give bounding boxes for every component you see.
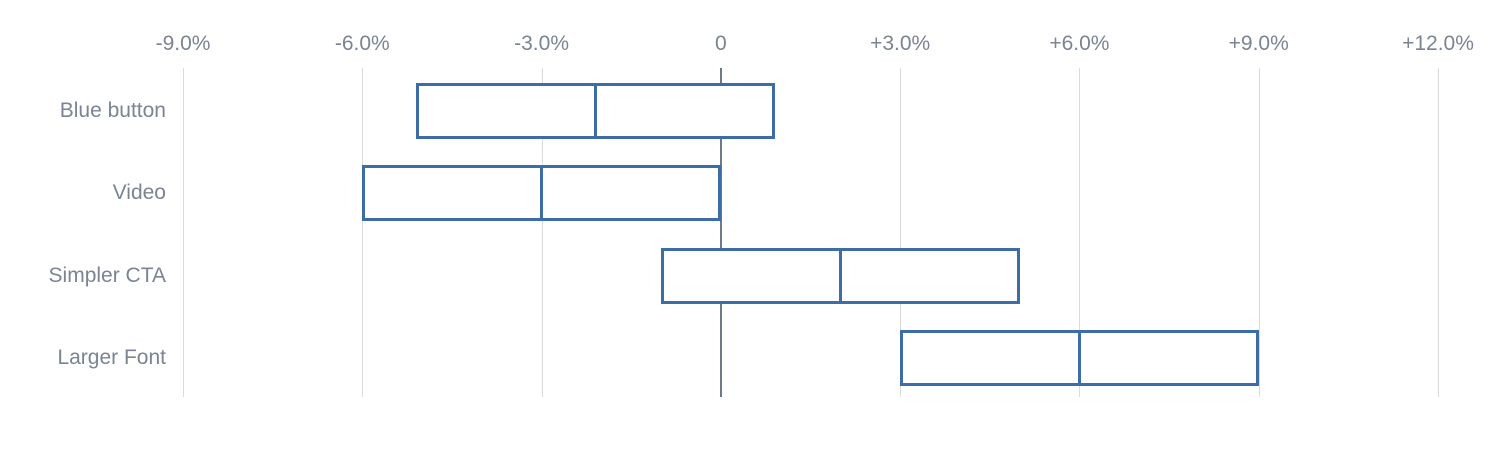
- x-tick-label: +3.0%: [870, 32, 931, 55]
- x-tick-label: 0: [715, 32, 727, 55]
- median-line: [838, 247, 842, 304]
- gridline: [1438, 68, 1439, 397]
- x-tick-label: -9.0%: [155, 32, 211, 55]
- gridline: [541, 68, 543, 397]
- gridline: [900, 68, 902, 397]
- median-line: [1077, 329, 1081, 386]
- zero-axis-line: [719, 68, 722, 397]
- x-tick-label: +12.0%: [1402, 32, 1474, 55]
- category-label: Blue button: [59, 99, 166, 122]
- gridline: [1079, 68, 1081, 397]
- median-line: [540, 165, 544, 222]
- category-label: Larger Font: [57, 345, 166, 369]
- x-tick-label: +6.0%: [1049, 32, 1110, 55]
- x-tick-label: -6.0%: [334, 32, 390, 55]
- gridline: [362, 68, 364, 397]
- gridline: [1258, 68, 1260, 397]
- category-label: Simpler CTA: [48, 263, 166, 287]
- category-label: Video: [112, 181, 166, 205]
- x-tick-label: +9.0%: [1228, 32, 1289, 55]
- gridline: [183, 68, 184, 397]
- median-line: [593, 83, 597, 139]
- x-tick-label: -3.0%: [514, 32, 569, 55]
